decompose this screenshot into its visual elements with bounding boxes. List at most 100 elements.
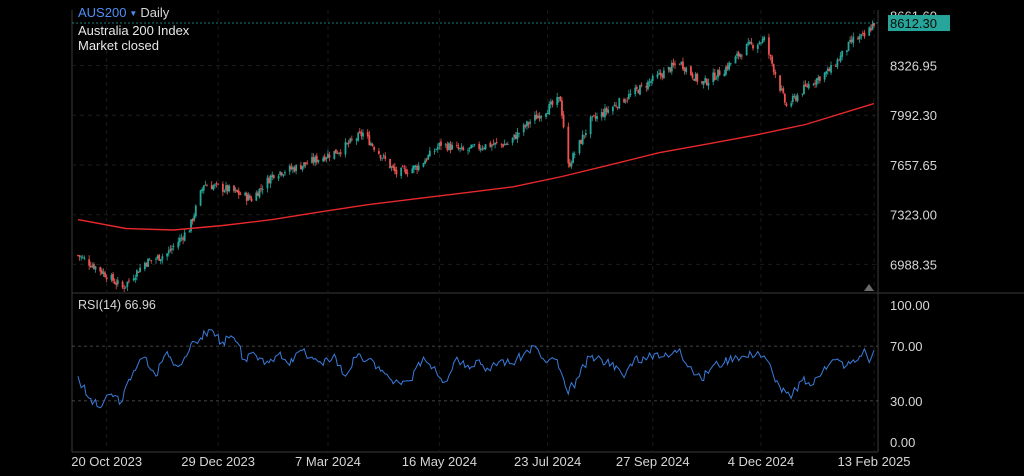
- candle-body: [124, 286, 127, 288]
- candle-body: [215, 183, 218, 184]
- candle: [180, 233, 183, 242]
- candle-body: [526, 121, 528, 127]
- candle-body: [416, 166, 418, 171]
- candle: [344, 138, 347, 158]
- candle: [839, 52, 842, 63]
- candle-body: [492, 143, 495, 145]
- candle-body: [551, 100, 554, 105]
- candle: [635, 84, 638, 92]
- candle: [99, 266, 102, 276]
- candle: [406, 169, 409, 177]
- candle-body: [221, 183, 224, 192]
- candle-body: [871, 23, 874, 30]
- candle-body: [233, 185, 235, 192]
- candle-body: [613, 104, 616, 107]
- candle-body: [556, 97, 559, 105]
- symbol-name[interactable]: AUS200: [78, 5, 127, 20]
- candle: [123, 284, 126, 292]
- candle-body: [514, 135, 517, 140]
- candle: [83, 255, 86, 261]
- candle: [417, 162, 420, 172]
- candle-body: [171, 248, 173, 250]
- candle: [705, 78, 708, 86]
- candle-body: [89, 265, 92, 268]
- candle-body: [247, 194, 250, 201]
- candle: [527, 121, 530, 129]
- candle: [580, 139, 582, 144]
- candle-body: [752, 45, 754, 49]
- candle: [725, 64, 727, 76]
- candle: [390, 165, 393, 172]
- candle: [790, 100, 793, 108]
- candle-body: [315, 155, 318, 163]
- candle: [323, 153, 326, 162]
- candle-body: [774, 72, 777, 75]
- candle-body: [513, 134, 516, 138]
- candle: [217, 183, 219, 186]
- candle: [545, 112, 547, 120]
- candle-body: [134, 277, 137, 280]
- candle: [605, 106, 608, 116]
- candle: [245, 191, 248, 206]
- candle-body: [368, 135, 371, 146]
- candle-body: [225, 185, 227, 191]
- candle: [736, 50, 738, 59]
- candle-body: [255, 192, 258, 201]
- candle-body: [538, 115, 541, 119]
- candle-body: [393, 167, 396, 171]
- candle: [618, 97, 621, 110]
- candle: [228, 184, 231, 193]
- candle-body: [204, 184, 207, 186]
- candle-body: [836, 59, 839, 67]
- candle-body: [616, 107, 619, 108]
- time-tick-label: 13 Feb 2025: [837, 454, 910, 469]
- candle-body: [807, 83, 810, 89]
- candle: [704, 75, 707, 84]
- candle-body: [284, 172, 286, 174]
- candle-body: [540, 116, 543, 118]
- candle: [591, 116, 594, 122]
- candle: [846, 50, 848, 56]
- candle: [336, 150, 339, 155]
- candle-body: [126, 281, 129, 287]
- candle: [607, 105, 610, 114]
- candle-body: [481, 148, 484, 150]
- candle: [534, 111, 536, 124]
- candle: [368, 130, 371, 146]
- candle: [400, 167, 403, 179]
- candle-body: [489, 142, 492, 147]
- candle: [473, 143, 476, 147]
- candle: [389, 158, 391, 169]
- candle-body: [846, 50, 848, 52]
- time-tick-label: 20 Oct 2023: [71, 454, 142, 469]
- candle-body: [128, 280, 130, 282]
- candle-body: [295, 165, 298, 171]
- candle: [268, 175, 270, 184]
- candle: [604, 104, 606, 121]
- candle: [861, 30, 864, 36]
- candle: [791, 93, 794, 105]
- candle-body: [623, 99, 625, 103]
- candle-body: [446, 144, 449, 151]
- timeframe-label[interactable]: Daily: [140, 5, 170, 20]
- candle-body: [546, 112, 549, 115]
- candle: [612, 106, 614, 115]
- symbol-selector[interactable]: AUS200 ▼ Daily: [78, 5, 169, 21]
- candle: [355, 137, 358, 145]
- candle-body: [366, 132, 369, 137]
- candle: [299, 161, 302, 170]
- candle: [247, 192, 250, 201]
- candle-body: [645, 86, 648, 88]
- candle-body: [201, 189, 204, 192]
- candle-body: [534, 114, 536, 121]
- chevron-down-icon[interactable]: ▼: [129, 9, 138, 19]
- candle: [661, 72, 664, 81]
- candle-body: [841, 50, 844, 57]
- candle-body: [691, 73, 694, 78]
- candle-body: [299, 165, 302, 170]
- candle-body: [422, 163, 425, 167]
- candle-body: [357, 132, 360, 141]
- candle-body: [495, 142, 498, 143]
